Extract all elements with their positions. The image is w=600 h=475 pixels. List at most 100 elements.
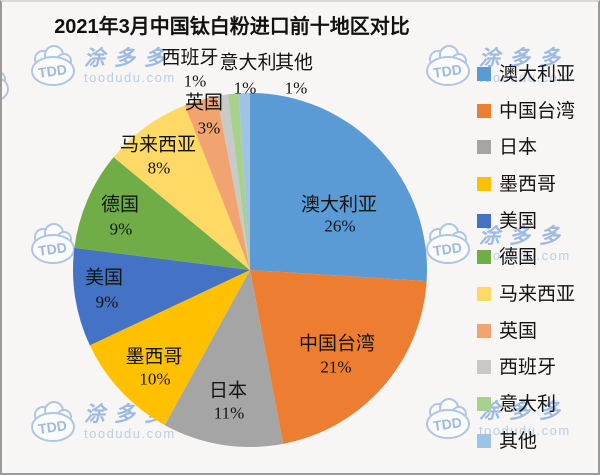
legend-item-germany: 德国 (477, 247, 537, 267)
legend-swatch-uk (477, 324, 491, 338)
slice-label-spain: 西班牙 (161, 49, 218, 68)
tdd-logo-icon: TDD (426, 223, 470, 264)
watermark-brand: 涂多多 (479, 225, 569, 248)
watermark-domain: toodudu.com (479, 423, 571, 439)
pie-slice-italy (227, 93, 250, 270)
slice-label-name-taiwan-china: 中国台湾 (298, 333, 376, 355)
slice-percent-others: 1% (284, 78, 308, 98)
legend-swatch-others (477, 434, 491, 448)
watermark-domain: toodudu.com (479, 70, 571, 86)
slice-percent-taiwan-china: 21% (320, 357, 352, 377)
tdd-logo-icon: TDD (31, 223, 75, 264)
pie-slice-spain (216, 94, 250, 271)
tdd-logo-icon: TDD (426, 398, 470, 439)
watermark: TDD (2, 62, 10, 108)
watermark-domain: toodudu.com (479, 248, 571, 264)
legend-swatch-spain (477, 360, 491, 374)
legend-label-others: 其他 (499, 430, 538, 452)
svg-text:TDD: TDD (37, 239, 68, 259)
legend-item-malaysia: 马来西亚 (477, 284, 575, 304)
legend-item-spain: 西班牙 (477, 357, 556, 377)
watermark-domain: toodudu.com (84, 70, 176, 86)
legend-label-italy: 意大利 (499, 393, 557, 415)
slice-label-name-usa: 美国 (84, 267, 124, 289)
slice-percent-australia: 26% (324, 216, 356, 236)
slice-label-taiwan-china: 中国台湾 (299, 335, 375, 354)
legend-label-usa: 美国 (499, 210, 538, 232)
slice-label-name-japan: 日本 (208, 380, 248, 402)
watermark-brand: 涂多多 (479, 47, 569, 70)
legend-label-germany: 德国 (499, 246, 538, 268)
slice-percent-usa: 9% (95, 292, 119, 312)
legend-swatch-mexico (477, 177, 491, 191)
slice-label-name-uk: 英国 (184, 92, 224, 114)
svg-text:TDD: TDD (432, 239, 463, 259)
slice-percent-spain: 1% (183, 71, 207, 91)
legend-swatch-japan (477, 140, 491, 154)
slice-label-uk: 英国 (185, 94, 223, 113)
tdd-logo-icon: TDD (426, 45, 470, 86)
watermark-brand: 涂多多 (479, 400, 569, 423)
pie-slice-germany (74, 157, 251, 270)
slice-label-name-malaysia: 马来西亚 (119, 134, 197, 156)
slice-label-japan: 日本 (209, 382, 247, 401)
chart-title: 2021年3月中国钛白粉进口前十地区对比 (54, 16, 410, 38)
legend-label-spain: 西班牙 (499, 356, 557, 378)
slice-label-malaysia: 马来西亚 (120, 136, 196, 155)
tdd-logo-icon: TDD (31, 401, 75, 442)
pie-slice-others (238, 93, 250, 270)
svg-text:TDD: TDD (37, 61, 68, 81)
legend-label-taiwan-china: 中国台湾 (499, 100, 576, 122)
legend-swatch-australia (477, 67, 491, 81)
slice-percent-italy: 1% (233, 78, 257, 98)
slice-percent-mexico: 10% (139, 369, 171, 389)
slice-label-name-mexico: 墨西哥 (125, 346, 183, 368)
pie-slice-taiwan-china (250, 270, 427, 444)
tdd-logo-icon: TDD (31, 45, 75, 86)
legend-swatch-usa (477, 214, 491, 228)
pie-slice-uk (184, 96, 250, 270)
legend-item-taiwan-china: 中国台湾 (477, 101, 575, 121)
slice-label-others: 其他 (275, 54, 313, 73)
legend-swatch-malaysia (477, 287, 491, 301)
slice-percent-uk: 3% (197, 118, 221, 138)
legend-swatch-taiwan-china (477, 104, 491, 118)
legend-item-others: 其他 (477, 431, 537, 451)
slice-label-australia: 澳大利亚 (301, 196, 377, 215)
watermark-domain: toodudu.com (84, 426, 176, 442)
legend-item-usa: 美国 (477, 211, 537, 231)
slice-label-name-spain: 西班牙 (161, 47, 219, 69)
legend-item-japan: 日本 (477, 137, 537, 157)
legend-item-mexico: 墨西哥 (477, 174, 556, 194)
slice-label-mexico: 墨西哥 (125, 348, 182, 367)
pie-slice-australia (250, 93, 427, 282)
legend-item-uk: 英国 (477, 321, 537, 341)
slice-label-germany: 德国 (101, 196, 139, 215)
watermark-brand: 涂多多 (84, 47, 174, 70)
svg-text:TDD: TDD (432, 61, 463, 81)
slice-label-name-germany: 德国 (100, 194, 140, 216)
slice-label-usa: 美国 (85, 269, 123, 288)
tdd-logo-icon: TDD (2, 72, 9, 100)
svg-text:TDD: TDD (432, 414, 463, 434)
legend-label-malaysia: 马来西亚 (499, 283, 576, 305)
pie-slice-usa (73, 247, 251, 346)
slice-label-name-australia: 澳大利亚 (300, 194, 378, 216)
slice-label-name-italy: 意大利 (219, 52, 277, 74)
slice-percent-japan: 11% (213, 403, 245, 423)
slice-label-italy: 意大利 (219, 54, 276, 73)
slice-percent-germany: 9% (109, 219, 133, 239)
legend-label-mexico: 墨西哥 (499, 173, 557, 195)
slice-label-name-others: 其他 (274, 52, 314, 74)
legend-label-japan: 日本 (499, 136, 538, 158)
legend-label-australia: 澳大利亚 (499, 63, 576, 85)
